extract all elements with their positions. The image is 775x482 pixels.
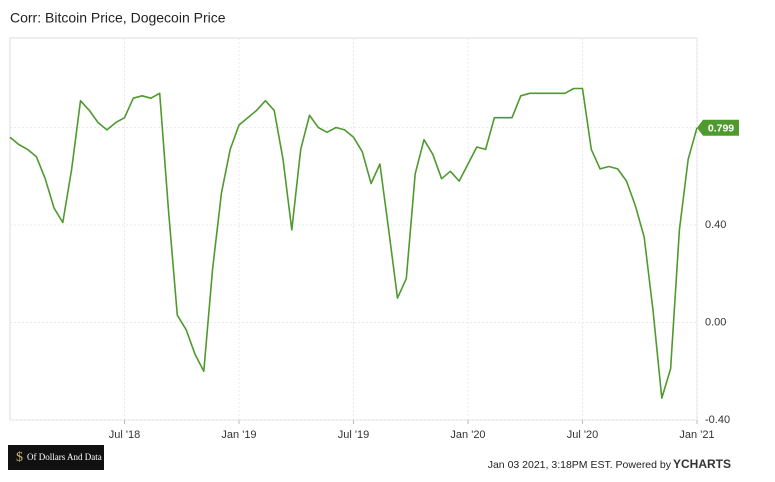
y-tick-label: -0.40 — [705, 414, 730, 426]
footer-brand: YCHARTS — [673, 457, 731, 471]
watermark-text: Of Dollars And Data — [27, 452, 102, 462]
x-tick-label: Jan '19 — [221, 429, 256, 441]
watermark-box — [8, 445, 104, 470]
x-tick-label: Jul '18 — [109, 429, 140, 441]
y-tick-label: 0.40 — [705, 219, 726, 231]
watermark: $ Of Dollars And Data — [8, 445, 104, 470]
x-tick-label: Jul '20 — [567, 429, 598, 441]
last-value-label: 0.799 — [708, 122, 734, 134]
last-value-badge: 0.799 — [697, 119, 739, 136]
badge-shape — [697, 119, 739, 136]
x-tick-label: Jul '19 — [338, 429, 369, 441]
watermark-icon: $ — [16, 450, 23, 465]
data-line — [9, 87, 698, 399]
x-tick-label: Jan '20 — [450, 429, 485, 441]
x-tick-label: Jan '21 — [679, 429, 714, 441]
footer-timestamp: Jan 03 2021, 3:18PM EST. Powered by — [488, 459, 672, 471]
y-tick-label: 0.00 — [705, 316, 726, 328]
chart-title: Corr: Bitcoin Price, Dogecoin Price — [10, 10, 226, 26]
